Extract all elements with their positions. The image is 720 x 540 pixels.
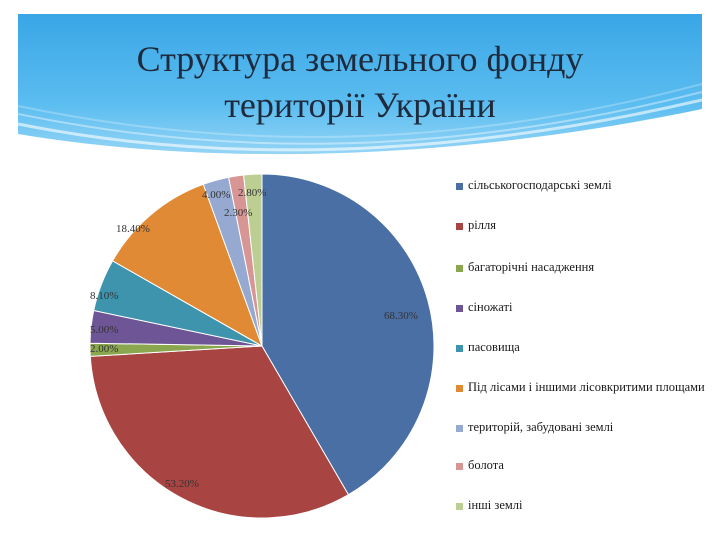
legend-swatch: [456, 223, 463, 230]
legend-label: сіножаті: [468, 300, 513, 314]
legend-swatch: [456, 385, 463, 392]
data-label: 5.00%: [90, 324, 118, 336]
legend-item: пасовища: [456, 340, 706, 355]
legend-label: територій, забудовані землі: [468, 420, 614, 434]
data-label: 4.00%: [202, 189, 230, 201]
data-label: 2.00%: [90, 343, 118, 355]
data-label: 18.40%: [116, 223, 150, 235]
legend-item: рілля: [456, 218, 706, 233]
legend-label: сільськогосподарські землі: [468, 178, 612, 192]
legend-swatch: [456, 503, 463, 510]
banner-background: [18, 14, 702, 164]
legend-swatch: [456, 265, 463, 272]
pie-slice: [111, 183, 263, 348]
legend-item: інші землі: [456, 498, 706, 513]
pie-slice: [89, 345, 350, 519]
data-label: 53.20%: [165, 478, 199, 490]
title-line-2: території України: [224, 85, 496, 125]
data-label: 8.10%: [90, 290, 118, 302]
legend-item: болота: [456, 458, 706, 473]
legend-label: Під лісами і іншими лісовкритими площами: [468, 380, 705, 394]
legend-item: багаторічні насадження: [456, 260, 706, 275]
page-title: Структура земельного фонду території Укр…: [18, 36, 702, 128]
pie-slice: [243, 173, 263, 347]
legend-item: територій, забудовані землі: [456, 420, 706, 435]
legend-label: рілля: [468, 218, 496, 232]
legend-label: болота: [468, 458, 504, 472]
legend-swatch: [456, 463, 463, 470]
data-label: 2.30%: [224, 207, 252, 219]
legend-item: Під лісами і іншими лісовкритими площами: [456, 380, 706, 395]
pie-slice: [261, 173, 435, 496]
legend-label: багаторічні насадження: [468, 260, 595, 274]
data-label: 68.30%: [384, 310, 418, 322]
legend-swatch: [456, 425, 463, 432]
legend-swatch: [456, 305, 463, 312]
legend-item: сільськогосподарські землі: [456, 178, 706, 193]
data-label: 2.80%: [238, 187, 266, 199]
title-banner: [18, 14, 702, 164]
title-line-1: Структура земельного фонду: [136, 39, 584, 79]
legend-label: інші землі: [468, 498, 523, 512]
legend-swatch: [456, 183, 463, 190]
legend-item: сіножаті: [456, 300, 706, 315]
legend-label: пасовища: [468, 340, 520, 354]
legend-swatch: [456, 345, 463, 352]
